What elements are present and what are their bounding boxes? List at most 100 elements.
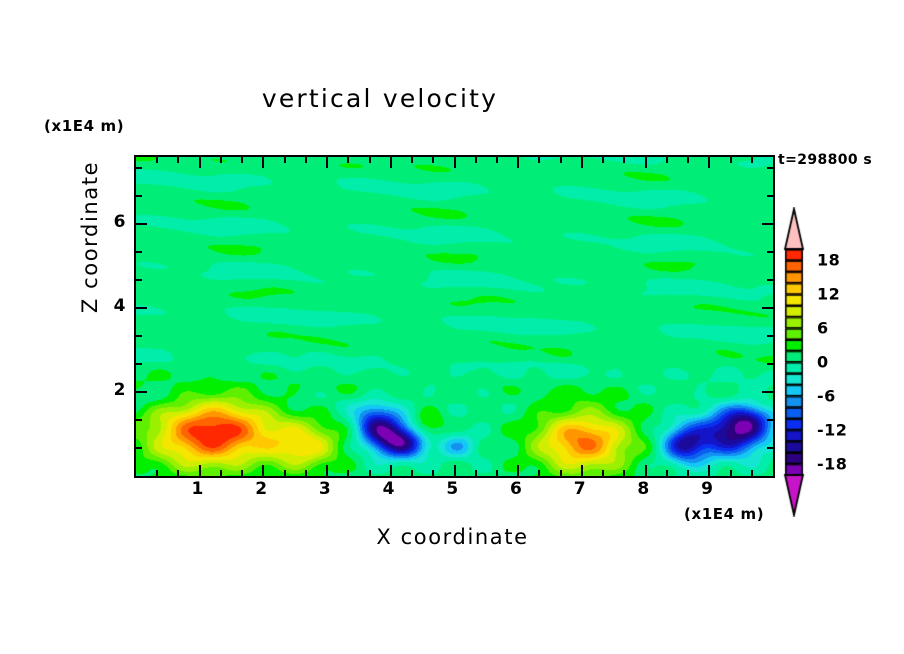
axis-tick	[136, 167, 142, 170]
axis-tick	[750, 157, 753, 163]
axis-tick	[136, 195, 142, 198]
axis-tick	[708, 465, 711, 476]
y-tick-label: 2	[113, 380, 126, 401]
axis-tick	[136, 251, 142, 254]
axis-tick	[767, 195, 773, 198]
axis-tick	[347, 157, 350, 163]
axis-tick	[177, 470, 180, 476]
axis-tick	[708, 157, 711, 168]
x-axis-unit-label: (x1E4 m)	[684, 505, 765, 523]
x-tick-label: 5	[446, 479, 459, 499]
axis-tick	[538, 157, 541, 163]
axis-tick	[644, 157, 647, 168]
axis-tick	[644, 465, 647, 476]
axis-tick	[517, 157, 520, 168]
axis-tick	[580, 465, 583, 476]
page-title: vertical velocity	[261, 84, 499, 113]
axis-tick	[389, 465, 392, 476]
colorbar-tick-label: -6	[817, 386, 836, 406]
axis-tick	[538, 470, 541, 476]
x-tick-label: 6	[510, 479, 523, 499]
axis-tick	[750, 470, 753, 476]
colorbar-tick-label: 18	[817, 250, 841, 270]
axis-tick	[283, 157, 286, 163]
x-tick-label: 3	[318, 479, 332, 499]
axis-tick	[241, 157, 244, 163]
axis-tick	[474, 157, 477, 163]
axis-tick	[411, 470, 414, 476]
axis-tick	[389, 157, 392, 168]
x-tick-label: 4	[382, 479, 395, 499]
axis-tick	[136, 391, 147, 394]
axis-tick	[665, 157, 668, 163]
axis-tick	[729, 470, 732, 476]
axis-tick	[262, 465, 265, 476]
axis-tick	[623, 157, 626, 163]
y-tick-label: 4	[113, 296, 126, 317]
x-tick-label: 2	[255, 479, 268, 499]
axis-tick	[495, 157, 498, 163]
axis-tick	[136, 447, 142, 450]
vertical-velocity-field	[136, 157, 773, 476]
axis-tick	[304, 470, 307, 476]
y-axis-unit-label: (x1E4 m)	[44, 117, 125, 135]
colorbar-tick-label: -12	[817, 420, 848, 440]
axis-tick	[219, 470, 222, 476]
colorbar-gradient	[781, 207, 807, 517]
axis-tick	[602, 157, 605, 163]
axis-tick	[136, 223, 147, 226]
colorbar[interactable]	[781, 207, 807, 517]
axis-tick	[198, 157, 201, 168]
axis-tick	[762, 391, 773, 394]
y-axis-title: Z coordinate	[78, 160, 102, 314]
axis-tick	[432, 470, 435, 476]
axis-tick	[767, 447, 773, 450]
axis-tick	[453, 465, 456, 476]
axis-tick	[136, 419, 142, 422]
axis-tick	[177, 157, 180, 163]
x-tick-label: 7	[573, 479, 587, 499]
colorbar-tick-label: 12	[817, 284, 841, 304]
axis-tick	[495, 470, 498, 476]
x-tick-label: 1	[191, 479, 204, 499]
axis-tick	[304, 157, 307, 163]
axis-tick	[283, 470, 286, 476]
x-axis-title: X coordinate	[376, 525, 529, 549]
colorbar-tick-label: 6	[817, 318, 829, 338]
axis-tick	[432, 157, 435, 163]
axis-tick	[156, 157, 159, 163]
axis-tick	[241, 470, 244, 476]
axis-tick	[559, 470, 562, 476]
axis-tick	[762, 307, 773, 310]
axis-tick	[559, 157, 562, 163]
contour-plot-area[interactable]	[134, 155, 775, 478]
axis-tick	[198, 465, 201, 476]
axis-tick	[687, 157, 690, 163]
y-tick-label: 6	[113, 212, 126, 233]
colorbar-tick-label: -18	[817, 454, 848, 474]
axis-tick	[219, 157, 222, 163]
axis-tick	[347, 470, 350, 476]
axis-tick	[368, 157, 371, 163]
axis-tick	[602, 470, 605, 476]
axis-tick	[136, 335, 142, 338]
axis-tick	[687, 470, 690, 476]
axis-tick	[729, 157, 732, 163]
axis-tick	[767, 279, 773, 282]
axis-tick	[368, 470, 371, 476]
axis-tick	[136, 279, 142, 282]
axis-tick	[623, 470, 626, 476]
time-stamp-annotation: t=298800 s	[778, 152, 873, 168]
axis-tick	[767, 251, 773, 254]
axis-tick	[474, 470, 477, 476]
axis-tick	[262, 157, 265, 168]
axis-tick	[517, 465, 520, 476]
axis-tick	[767, 167, 773, 170]
axis-tick	[762, 223, 773, 226]
axis-tick	[136, 307, 147, 310]
axis-tick	[665, 470, 668, 476]
axis-tick	[326, 465, 329, 476]
axis-tick	[411, 157, 414, 163]
axis-tick	[580, 157, 583, 168]
